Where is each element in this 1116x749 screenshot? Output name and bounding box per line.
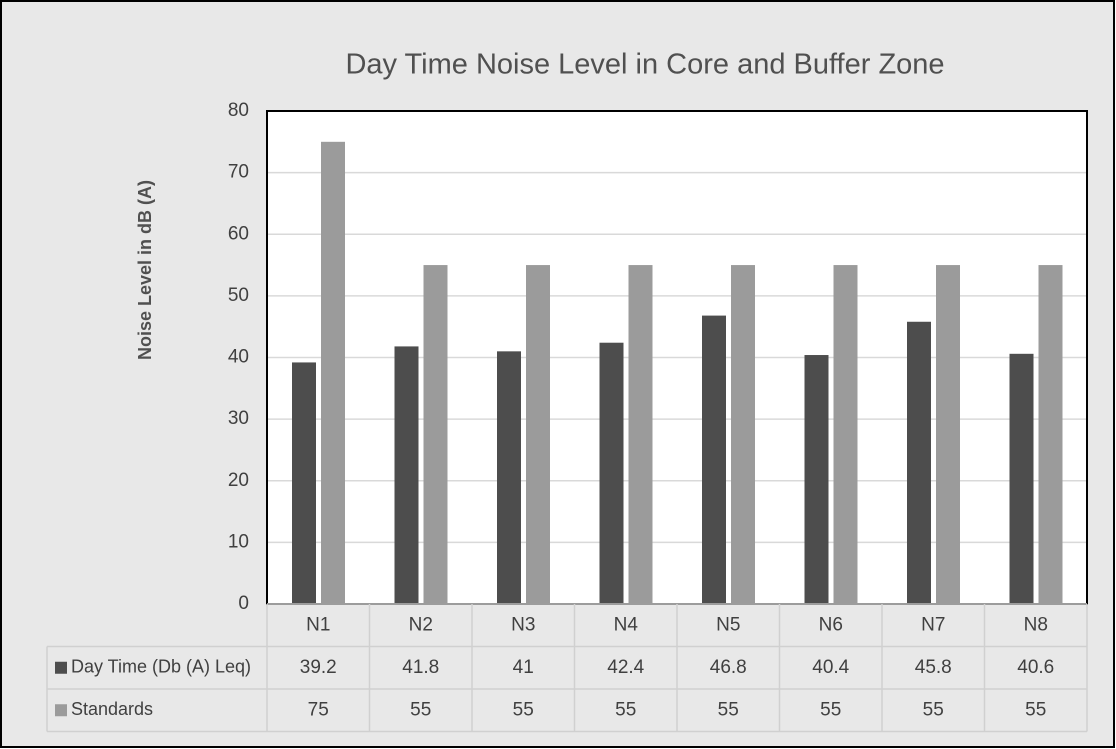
x-tick-label: N3 xyxy=(511,614,535,635)
table-value: 75 xyxy=(308,699,329,720)
bar xyxy=(321,141,345,604)
bar xyxy=(907,321,931,604)
y-tick-label: 40 xyxy=(228,347,249,368)
bar xyxy=(292,362,316,604)
table-value: 55 xyxy=(718,699,739,720)
bar xyxy=(702,315,726,604)
table-value: 55 xyxy=(1025,699,1046,720)
x-tick-label: N8 xyxy=(1024,614,1048,635)
bar xyxy=(804,355,829,604)
y-axis-label: Noise Level in dB (A) xyxy=(135,180,155,360)
table-value: 55 xyxy=(923,699,944,720)
bar xyxy=(423,265,448,604)
table-value: 55 xyxy=(410,699,431,720)
legend-label: Day Time (Db (A) Leq) xyxy=(71,657,251,677)
table-value: 41 xyxy=(513,657,534,678)
bar xyxy=(628,265,653,604)
table-value: 55 xyxy=(615,699,636,720)
bar xyxy=(731,265,755,604)
bar xyxy=(599,342,624,604)
table-value: 40.6 xyxy=(1017,657,1054,678)
legend-label: Standards xyxy=(71,699,153,719)
y-tick-label: 80 xyxy=(228,100,249,121)
x-tick-label: N5 xyxy=(716,614,740,635)
y-tick-label: 50 xyxy=(228,285,249,306)
table-value: 55 xyxy=(820,699,841,720)
bar xyxy=(936,265,960,604)
x-tick-label: N2 xyxy=(409,614,433,635)
table-value: 41.8 xyxy=(402,657,439,678)
legend-key xyxy=(55,704,67,717)
bar xyxy=(833,265,858,604)
bar xyxy=(1038,265,1063,604)
table-value: 55 xyxy=(513,699,534,720)
bar xyxy=(1009,353,1034,604)
legend-key xyxy=(55,661,67,674)
bar xyxy=(526,265,550,604)
y-tick-label: 20 xyxy=(228,470,249,491)
chart-title: Day Time Noise Level in Core and Buffer … xyxy=(345,49,944,81)
x-tick-label: N6 xyxy=(819,614,843,635)
x-tick-label: N7 xyxy=(921,614,945,635)
table-value: 42.4 xyxy=(607,657,644,678)
bar xyxy=(497,351,521,604)
y-tick-label: 60 xyxy=(228,223,249,244)
y-tick-label: 0 xyxy=(238,593,249,614)
table-value: 40.4 xyxy=(812,657,849,678)
bar xyxy=(394,346,419,604)
x-tick-label: N1 xyxy=(306,614,330,635)
y-tick-label: 70 xyxy=(228,162,249,183)
table-value: 45.8 xyxy=(915,657,952,678)
table-value: 39.2 xyxy=(300,657,337,678)
y-tick-label: 30 xyxy=(228,408,249,429)
table-value: 46.8 xyxy=(710,657,747,678)
x-tick-label: N4 xyxy=(614,614,639,635)
y-tick-label: 10 xyxy=(228,531,249,552)
